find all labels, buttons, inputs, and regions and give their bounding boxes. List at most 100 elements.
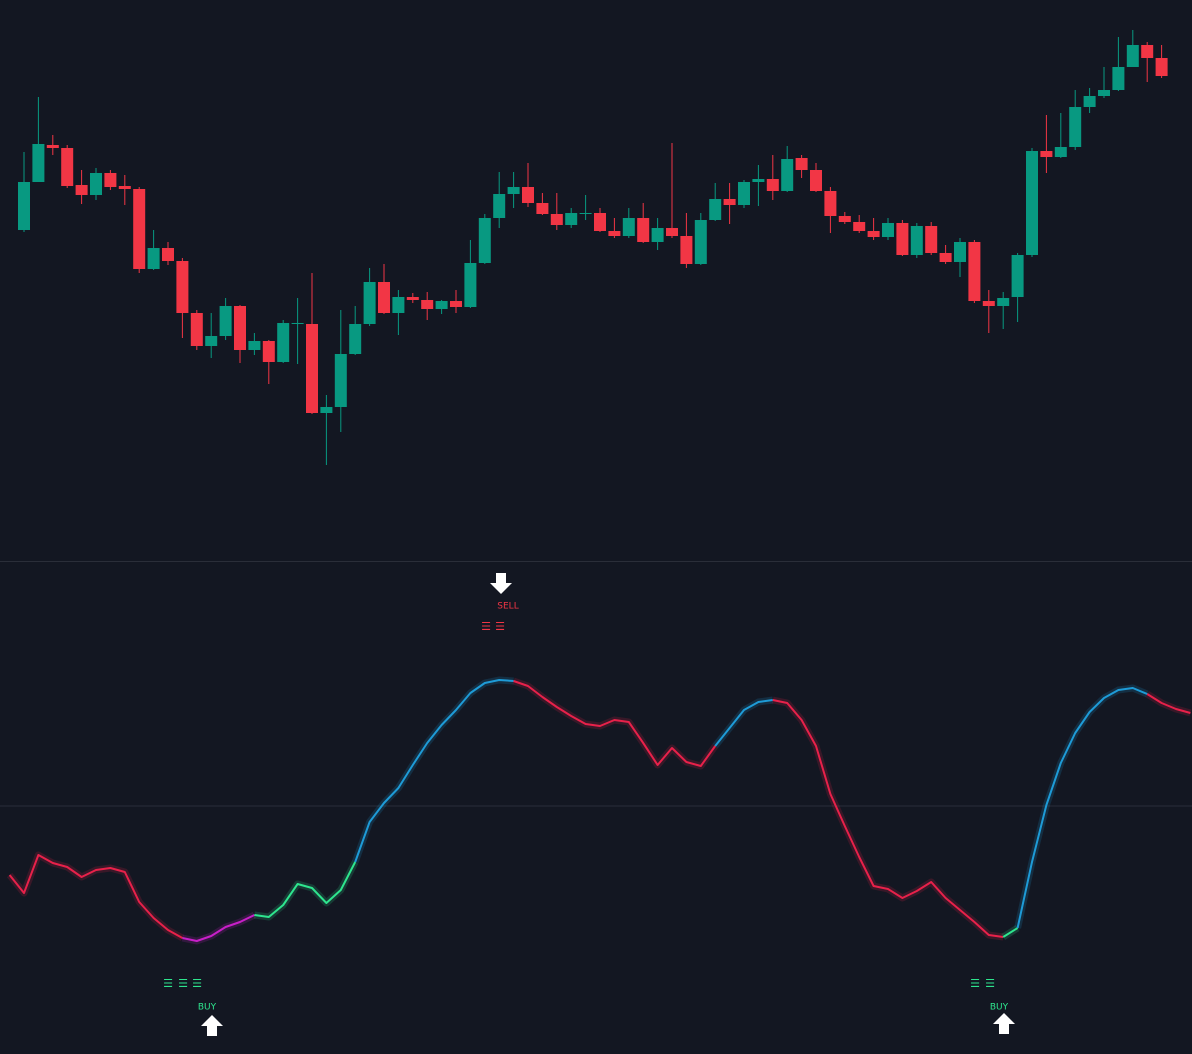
candle-body [838, 216, 851, 222]
candle-body [608, 231, 621, 236]
candle-body [550, 214, 563, 225]
candle-body [1083, 96, 1096, 107]
candle-body [1026, 151, 1038, 255]
candle-body [968, 242, 981, 301]
candle-body [680, 236, 693, 264]
candle-body [579, 213, 592, 214]
candle-body [1040, 151, 1053, 157]
candle-body [363, 282, 376, 324]
candle-body [349, 324, 362, 354]
signal-mark: ☰ [481, 620, 491, 633]
candle-body [795, 158, 808, 170]
candle-body [867, 231, 880, 237]
oscillator-line [1146, 693, 1191, 714]
signal-mark: ☰ [495, 620, 505, 633]
candle-body [406, 297, 419, 300]
signal-mark: ☰ [192, 977, 202, 990]
candle-body [651, 228, 664, 242]
candle-body [478, 218, 491, 263]
candle-body [1112, 67, 1125, 90]
candle-body [32, 144, 45, 182]
signal-mark: ☰ [163, 977, 173, 990]
oscillator-line [772, 699, 1004, 938]
candle-body [910, 226, 923, 255]
candle-body [594, 213, 606, 231]
candle-body [90, 173, 102, 195]
candle-body [205, 336, 218, 346]
oscillator-line [182, 914, 255, 942]
oscillator-line [354, 679, 514, 863]
oscillator-line [1016, 687, 1148, 929]
candle-body [766, 179, 779, 191]
candle-body [190, 313, 203, 346]
candle-body [118, 186, 131, 189]
candle-body [1069, 107, 1082, 147]
candle-body [925, 226, 938, 253]
oscillator-line [254, 861, 357, 918]
candle-body [810, 170, 822, 191]
signal-mark: ☰ [178, 977, 188, 990]
candle-body [234, 306, 246, 350]
candle-body [464, 263, 477, 307]
candle-body [162, 248, 174, 261]
oscillator-line [8, 854, 183, 939]
candle-body [565, 213, 578, 225]
candle-body [320, 407, 333, 413]
candle-body [896, 223, 909, 255]
candle-body [522, 187, 534, 203]
candle-body [824, 191, 837, 216]
candle-body [723, 199, 736, 205]
candle-body [997, 298, 1010, 306]
candle-body [738, 182, 750, 205]
candle-body [61, 148, 74, 186]
candle-body [277, 323, 290, 362]
candle-body [435, 301, 448, 309]
candle-body [421, 300, 434, 309]
candle-body [939, 253, 952, 262]
signal-mark: ☰ [970, 977, 980, 990]
candle-body [147, 248, 160, 269]
candle-body [1155, 58, 1168, 76]
candle-body [752, 179, 765, 182]
candle-body [781, 159, 794, 191]
candle-body [219, 306, 232, 336]
signal-label: BUY [990, 1003, 1009, 1013]
candle-body [1098, 90, 1110, 96]
candle-body [882, 223, 894, 237]
oscillator-line [513, 680, 717, 767]
candle-body [18, 182, 30, 230]
signal-label: SELL [497, 602, 518, 612]
signal-mark: ☰ [985, 977, 995, 990]
candle-body [378, 282, 390, 313]
candle-body [104, 173, 117, 187]
candle-body [133, 189, 146, 269]
candle-body [982, 301, 995, 306]
candle-body [853, 222, 866, 231]
candle-body [1141, 45, 1154, 58]
candle-body [1126, 45, 1139, 67]
candle-body [291, 323, 304, 324]
candle-body [954, 242, 966, 262]
candle-body [46, 145, 59, 148]
candle-body [666, 228, 678, 236]
candle-body [507, 187, 520, 194]
candle-body [392, 297, 405, 313]
candle-body [622, 218, 635, 236]
candle-body [694, 220, 707, 264]
signal-arrow [993, 1013, 1015, 1034]
oscillator-line [1002, 927, 1019, 938]
candle-body [334, 354, 347, 407]
candle-body [493, 194, 506, 218]
candle-body [1054, 147, 1067, 157]
candle-body [637, 218, 650, 242]
candle-body [75, 185, 88, 195]
signal-label: BUY [198, 1003, 217, 1013]
candle-body [176, 261, 189, 313]
signal-arrow [490, 573, 512, 594]
candle-body [306, 324, 318, 413]
candle-body [262, 341, 275, 362]
candle-body [709, 199, 722, 220]
candle-body [536, 203, 549, 214]
